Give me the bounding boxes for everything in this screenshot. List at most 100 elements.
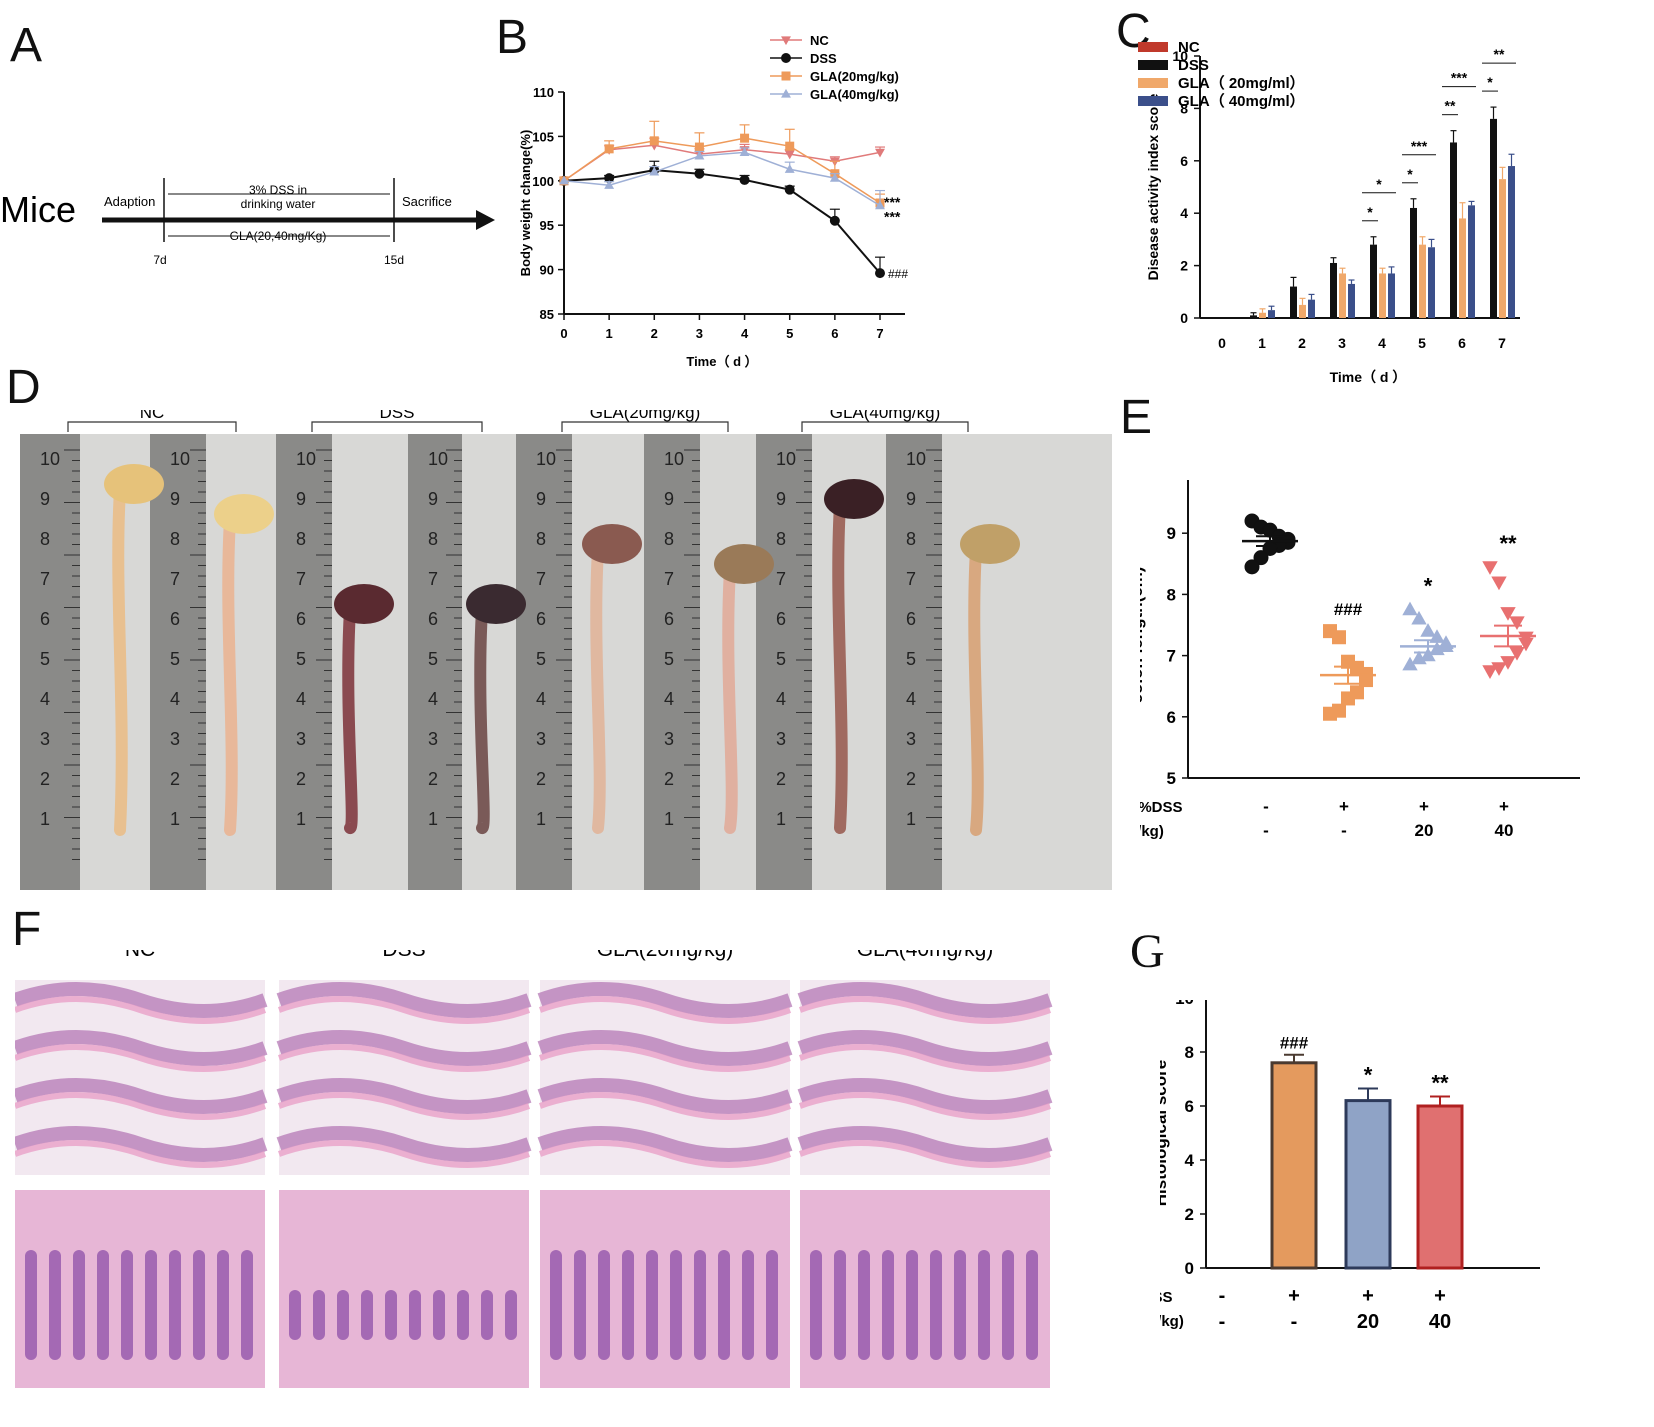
group-bracket [67, 421, 237, 432]
bar [1388, 273, 1395, 318]
dss-value: + [1419, 797, 1429, 816]
crypt [810, 1250, 822, 1360]
cecum [714, 544, 774, 584]
data-point [1491, 576, 1507, 591]
y-tick-label: 85 [540, 307, 554, 322]
timeline-sacrifice: Sacrifice [402, 194, 452, 209]
tissue-band [277, 996, 531, 1024]
sig-label: ** [1499, 531, 1517, 556]
ruler: 1 2 3 4 5 6 7 8 9 10 [408, 434, 462, 890]
ruler-number: 7 [664, 569, 674, 589]
tissue-band [15, 1044, 267, 1072]
data-point [559, 175, 569, 185]
sig-annotation: *** [884, 209, 901, 225]
sig-label: * [1487, 74, 1493, 90]
ruler-body [20, 434, 80, 890]
ruler-number: 6 [428, 609, 438, 629]
ruler-number: 8 [428, 529, 438, 549]
bar [1270, 1061, 1318, 1270]
panel-label-d: D [6, 361, 41, 414]
ruler-number: 7 [776, 569, 786, 589]
ruler-number: 4 [776, 689, 786, 709]
x-tick-label: 5 [1418, 335, 1426, 351]
group-label: GLA(40mg/kg) [830, 410, 941, 422]
tissue-band [538, 1092, 792, 1120]
tissue-band [276, 1126, 532, 1162]
data-point [1518, 637, 1534, 652]
crypt [457, 1290, 469, 1340]
x-tick-label: 4 [741, 326, 749, 341]
x-tick-label: 3 [1338, 335, 1346, 351]
ruler-number: 8 [776, 529, 786, 549]
panel-label-f: F [12, 903, 42, 956]
sig-label: ### [1334, 600, 1363, 619]
ruler-body [756, 434, 812, 890]
bar [1508, 166, 1515, 318]
crypt [481, 1290, 493, 1340]
ruler-number: 3 [906, 729, 916, 749]
ruler-number: 3 [170, 729, 180, 749]
sig-label: * [1367, 204, 1373, 220]
ruler-number: 2 [40, 769, 50, 789]
cecum [960, 524, 1020, 564]
dss-row-label: 3%DSS [1140, 799, 1183, 816]
ruler-body [150, 434, 206, 890]
bar [1344, 1099, 1392, 1270]
gla-value: 20 [1415, 821, 1434, 840]
dss-value: + [1434, 1285, 1446, 1307]
sig-label: * [1407, 166, 1413, 182]
group-bracket [311, 421, 483, 432]
group-0 [1242, 513, 1298, 575]
histology-low-mag [797, 980, 1053, 1175]
bar [1459, 218, 1466, 318]
tissue-band [538, 1044, 792, 1072]
group-label: GLA(20mg/kg) [590, 410, 701, 422]
colon-specimen [582, 524, 642, 834]
gla-value: - [1341, 821, 1347, 840]
legend-swatch [1138, 42, 1168, 52]
timeline-day-end: 15d [384, 253, 404, 267]
ruler-number: 5 [40, 649, 50, 669]
crypt [858, 1250, 870, 1360]
data-point [784, 164, 795, 173]
legend-label: DSS [810, 51, 837, 66]
series-line [563, 137, 881, 204]
data-point [1359, 673, 1373, 688]
data-point [1411, 610, 1427, 625]
crypt [882, 1250, 894, 1360]
y-tick-label: 10 [1172, 48, 1188, 64]
group-label: NC [140, 410, 165, 422]
legend-marker [781, 71, 791, 81]
ruler-number: 9 [906, 489, 916, 509]
ruler-number: 10 [428, 449, 448, 469]
ruler-number: 2 [536, 769, 546, 789]
ruler-number: 10 [170, 449, 190, 469]
crypt [433, 1290, 445, 1340]
x-tick-label: 0 [1218, 335, 1226, 351]
panel-label-b: B [496, 11, 529, 64]
crypt [930, 1250, 942, 1360]
data-point [604, 144, 614, 154]
tissue-band [797, 1030, 1053, 1066]
group-label: GLA(20mg/kg) [597, 950, 734, 961]
data-point [1411, 650, 1427, 665]
colon-photo: NC DSS GLA(20mg/kg) GLA(40mg/kg) 1 2 3 4 5 6 7 8 9 10… [20, 410, 1112, 890]
tissue-band [537, 1078, 793, 1114]
crypt [313, 1290, 325, 1340]
colon-body [832, 499, 848, 834]
legend-marker [781, 36, 791, 46]
ruler-number: 4 [906, 689, 916, 709]
tissue-band [537, 982, 793, 1018]
y-tick-label: 0 [1180, 310, 1188, 326]
x-tick-label: 5 [786, 326, 793, 341]
ruler-number: 5 [664, 649, 674, 669]
data-point [1332, 630, 1346, 645]
data-point [829, 172, 840, 182]
crypt [954, 1250, 966, 1360]
crypt [97, 1250, 109, 1360]
group-label: GLA(40mg/kg) [857, 950, 994, 961]
ruler-number: 4 [664, 689, 674, 709]
cecum [824, 479, 884, 519]
gla-value: - [1263, 821, 1269, 840]
tissue-band [538, 996, 792, 1024]
